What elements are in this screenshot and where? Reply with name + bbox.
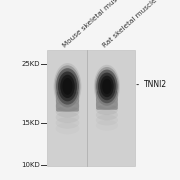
Ellipse shape — [100, 76, 114, 97]
Ellipse shape — [96, 69, 118, 103]
Ellipse shape — [56, 106, 79, 118]
Ellipse shape — [55, 65, 80, 107]
Ellipse shape — [98, 73, 116, 100]
FancyBboxPatch shape — [96, 91, 118, 110]
Text: Rat skeletal muscle: Rat skeletal muscle — [101, 0, 158, 49]
Ellipse shape — [94, 65, 120, 108]
Ellipse shape — [56, 68, 79, 105]
Bar — [47, 50, 135, 166]
Text: 10KD: 10KD — [21, 162, 40, 168]
Ellipse shape — [56, 111, 79, 123]
Ellipse shape — [95, 67, 119, 106]
Ellipse shape — [96, 99, 118, 110]
Text: Mouse skeletal muscle: Mouse skeletal muscle — [62, 0, 127, 49]
Ellipse shape — [56, 100, 79, 112]
Ellipse shape — [60, 75, 75, 98]
Ellipse shape — [62, 78, 73, 95]
Ellipse shape — [54, 63, 81, 110]
Ellipse shape — [56, 95, 79, 106]
Text: 15KD: 15KD — [21, 120, 40, 126]
Text: 25KD: 25KD — [21, 61, 40, 67]
Ellipse shape — [96, 104, 118, 115]
Ellipse shape — [102, 79, 112, 94]
Ellipse shape — [58, 71, 77, 101]
Ellipse shape — [96, 94, 118, 105]
FancyBboxPatch shape — [56, 92, 79, 112]
Text: TNNI2: TNNI2 — [137, 80, 167, 89]
Ellipse shape — [96, 109, 118, 120]
